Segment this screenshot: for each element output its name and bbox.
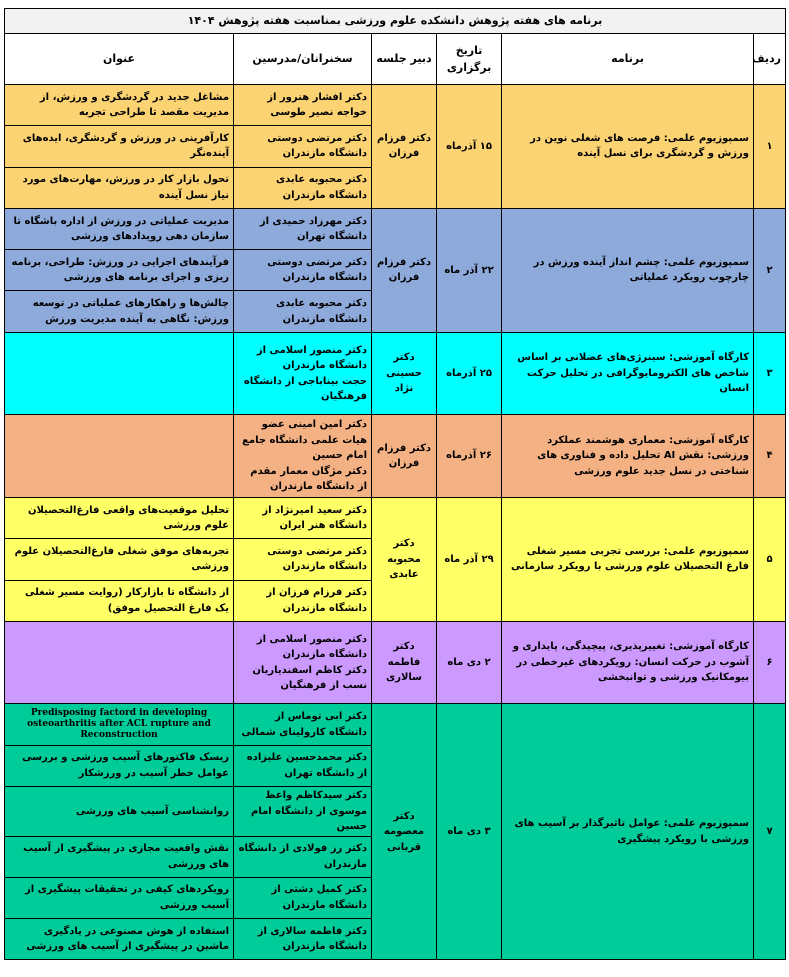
topic: تحلیل موقعیت‌های واقعی فارغ‌التحصیلان عل… — [3, 496, 235, 540]
topic: چالش‌ها و راهکارهای عملیاتی در توسعه ورز… — [3, 290, 235, 333]
program: کارگاه آموزشی: تغییرپذیری، پیچیدگی، پاید… — [501, 620, 755, 705]
speaker: دکتر سیدکاظم واعظ موسوی از دانشگاه امام … — [233, 786, 373, 837]
table-row: ۷ سمپوزیوم علمی: عوامل تاثیرگذار بر آسیب … — [3, 703, 787, 961]
table-body: ۱ سمپوزیوم علمی: فرصت های شغلی نوین در ور… — [3, 83, 787, 961]
topic: ریسک فاکتورهای آسیب ورزشی و بررسی عوامل … — [3, 744, 235, 788]
program: کارگاه آموزشی: سینرژی‌های عضلانی بر اساس… — [501, 331, 755, 416]
speakers: دکتر منصور اسلامی از دانشگاه مازندران دکت… — [233, 620, 373, 705]
speaker: دکتر منصور اسلامی از دانشگاه مازندران — [256, 633, 368, 661]
row-index: ۱ — [753, 84, 787, 209]
speaker: دکتر محبوبه عابدی دانشگاه مازندران — [233, 166, 373, 209]
speaker: دکتر محمدحسین علیزاده از دانشگاه تهران — [233, 744, 373, 788]
topic: مدیریت عملیاتی در ورزش از اداره باشگاه ت… — [3, 207, 235, 251]
topic: کارآفرینی در ورزش و گردشگری، ایده‌های آی… — [3, 125, 235, 168]
speaker: دکتر کمیل دشتی از دانشگاه مازندران — [233, 876, 373, 920]
speaker: دکتر ابی توماس از دانشگاه کارولینای شمال… — [233, 703, 373, 746]
date: ۱۵ آذرماه — [436, 84, 503, 209]
topic: استفاده از هوش مصنوعی در یادگیری ماشین د… — [3, 918, 235, 961]
program: سمپوزیوم علمی: چشم انداز آینده ورزش در چ… — [501, 207, 755, 333]
header-index: ردیف — [753, 33, 787, 85]
speaker: دکتر امین امینی عضو هیات علمی دانشگاه جا… — [242, 419, 368, 462]
program: سمپوزیوم علمی: عوامل تاثیرگذار بر آسیب ه… — [501, 703, 755, 961]
topic: Predisposing factord in developing osteo… — [3, 703, 235, 746]
program: سمپوزیوم علمی: بررسی تجربی مسیر شغلی فار… — [501, 496, 755, 622]
row-index: ۴ — [753, 414, 787, 498]
table-row: ۱ سمپوزیوم علمی: فرصت های شغلی نوین در ور… — [3, 83, 787, 209]
program: کارگاه آموزشی: معماری هوشمند عملکرد ورزش… — [501, 414, 755, 498]
row-index: ۳ — [753, 331, 787, 416]
chair: دکتر حسینی نژاد — [371, 331, 438, 416]
header-date: تاریخ برگزاری — [436, 33, 503, 85]
speaker: دکتر کاظم اسفندیاریان نسب از فرهنگیان — [252, 664, 368, 692]
header-program: برنامه — [501, 33, 755, 85]
topic: نقش واقعیت مجازی در پیشگیری از آسیب های … — [3, 835, 235, 878]
speaker: دکتر فاطمه سالاری از دانشگاه مازندران — [233, 918, 373, 961]
topic: تحول بازار کار در ورزش، مهارت‌های مورد ن… — [3, 166, 235, 209]
table-title: برنامه های هفته پژوهش دانشکده علوم ورزشی… — [3, 8, 787, 34]
header-topics: عنوان — [3, 33, 235, 85]
date: ۲۶ آذرماه — [436, 414, 503, 498]
table-row: ۲ سمپوزیوم علمی: چشم انداز آینده ورزش در … — [3, 207, 787, 333]
speaker: حجت بیناباجی از دانشگاه فرهنگیان — [243, 375, 368, 403]
speaker: دکتر سعید امیرنژاد از دانشگاه هنر ایران — [233, 496, 373, 540]
topic: از دانشگاه تا بازارکار (روایت مسیر شغلی … — [3, 579, 235, 622]
chair: دکتر فرزام فرزان — [371, 414, 438, 498]
topic: تجربه‌های موفق شغلی فارغ‌التحصیلان علوم … — [3, 538, 235, 581]
chair: دکتر فاطمه سالاری — [371, 620, 438, 705]
speaker: دکتر مرتضی دوستی دانشگاه مازندران — [233, 125, 373, 168]
date: ۲۲ آذر ماه — [436, 207, 503, 333]
header-chair: دبیر جلسه — [371, 33, 438, 85]
topic — [3, 620, 235, 705]
date: ۲۵ آذرماه — [436, 331, 503, 416]
topic — [3, 414, 235, 498]
chair: دکتر محبوبه عابدی — [371, 496, 438, 622]
speaker: دکتر مرتضی دوستی دانشگاه مازندران — [233, 249, 373, 292]
row-index: ۵ — [753, 496, 787, 622]
table-row: ۳ کارگاه آموزشی: سینرژی‌های عضلانی بر اسا… — [3, 331, 787, 416]
header-speakers: سخنرانان/مدرسین — [233, 33, 373, 85]
topic: فرآیندهای اجرایی در ورزش: طراحی، برنامه … — [3, 249, 235, 292]
date: ۲ دی ماه — [436, 620, 503, 705]
table-row: ۶ کارگاه آموزشی: تغییرپذیری، پیچیدگی، پای… — [3, 620, 787, 705]
speakers: دکتر منصور اسلامی از دانشگاه مازندران حجت… — [233, 331, 373, 416]
speakers: دکتر امین امینی عضو هیات علمی دانشگاه جا… — [233, 414, 373, 498]
row-index: ۲ — [753, 207, 787, 333]
table-row: ۵ سمپوزیوم علمی: بررسی تجربی مسیر شغلی فا… — [3, 496, 787, 622]
speaker: دکتر مژگان معمار مقدم از دانشگاه مازندرا… — [250, 465, 368, 493]
topic — [3, 331, 235, 416]
table-row: ۴ کارگاه آموزشی: معماری هوشمند عملکرد ورز… — [3, 414, 787, 498]
speaker: دکتر محبوبه عابدی دانشگاه مازندران — [233, 290, 373, 333]
speaker: دکتر افشار هنرور از خواجه نصیر طوسی — [233, 83, 373, 127]
program: سمپوزیوم علمی: فرصت های شغلی نوین در ورز… — [501, 84, 755, 209]
chair: دکتر فرزام فرزان — [371, 207, 438, 333]
topic: رویکردهای کیفی در تحقیقات پیشگیری از آسی… — [3, 876, 235, 920]
speaker: دکتر مرتضی دوستی دانشگاه مازندران — [233, 538, 373, 581]
date: ۲۹ آذر ماه — [436, 496, 503, 622]
row-index: ۶ — [753, 620, 787, 705]
chair: دکتر معصومه قربانی — [371, 703, 438, 961]
speaker: دکتر منصور اسلامی از دانشگاه مازندران — [256, 344, 368, 372]
speaker: دکتر رز فولادی از دانشگاه مازندران — [233, 835, 373, 878]
speaker: دکتر مهرزاد حمیدی از دانشگاه تهران — [233, 207, 373, 251]
date: ۳ دی ماه — [436, 703, 503, 961]
chair: دکتر فرزام فرزان — [371, 84, 438, 209]
topic: مشاغل جدید در گردشگری و ورزش، از مدیریت … — [3, 83, 235, 127]
speaker: دکتر فرزام فرزان از دانشگاه مازندران — [233, 579, 373, 622]
row-index: ۷ — [753, 703, 787, 961]
program-table: برنامه های هفته پژوهش دانشکده علوم ورزشی… — [3, 8, 787, 961]
topic: روانشناسی آسیب های ورزشی — [3, 786, 235, 837]
